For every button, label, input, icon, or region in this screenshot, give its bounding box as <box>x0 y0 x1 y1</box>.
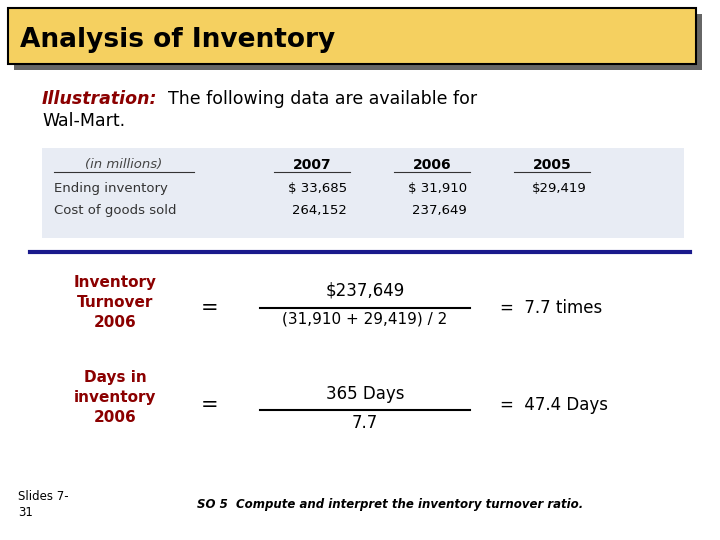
FancyBboxPatch shape <box>14 14 702 70</box>
Text: 264,152: 264,152 <box>292 204 347 217</box>
Text: =  7.7 times: = 7.7 times <box>500 299 602 317</box>
Text: 7.7: 7.7 <box>352 414 378 432</box>
Text: 2007: 2007 <box>293 158 331 172</box>
Text: Illustration:: Illustration: <box>42 90 158 108</box>
Text: Cost of goods sold: Cost of goods sold <box>54 204 176 217</box>
Text: Slides 7-
31: Slides 7- 31 <box>18 490 68 519</box>
Text: Days in
inventory
2006: Days in inventory 2006 <box>73 370 156 424</box>
Text: The following data are available for: The following data are available for <box>168 90 477 108</box>
Text: 2005: 2005 <box>533 158 572 172</box>
FancyBboxPatch shape <box>42 148 684 238</box>
FancyBboxPatch shape <box>8 8 696 64</box>
Text: =  47.4 Days: = 47.4 Days <box>500 396 608 414</box>
Text: (in millions): (in millions) <box>86 158 163 171</box>
Text: 365 Days: 365 Days <box>325 385 404 403</box>
Text: (31,910 + 29,419) / 2: (31,910 + 29,419) / 2 <box>282 312 448 327</box>
Text: $237,649: $237,649 <box>325 282 405 300</box>
Text: $29,419: $29,419 <box>532 182 587 195</box>
Text: Inventory
Turnover
2006: Inventory Turnover 2006 <box>73 275 156 329</box>
Text: Ending inventory: Ending inventory <box>54 182 168 195</box>
Text: Wal-Mart.: Wal-Mart. <box>42 112 125 130</box>
Text: =: = <box>201 395 219 415</box>
Text: SO 5  Compute and interpret the inventory turnover ratio.: SO 5 Compute and interpret the inventory… <box>197 498 583 511</box>
Text: Analysis of Inventory: Analysis of Inventory <box>20 27 336 53</box>
Text: 2006: 2006 <box>413 158 451 172</box>
Text: =: = <box>201 298 219 318</box>
Text: 237,649: 237,649 <box>413 204 467 217</box>
Text: $ 33,685: $ 33,685 <box>288 182 347 195</box>
Text: $ 31,910: $ 31,910 <box>408 182 467 195</box>
